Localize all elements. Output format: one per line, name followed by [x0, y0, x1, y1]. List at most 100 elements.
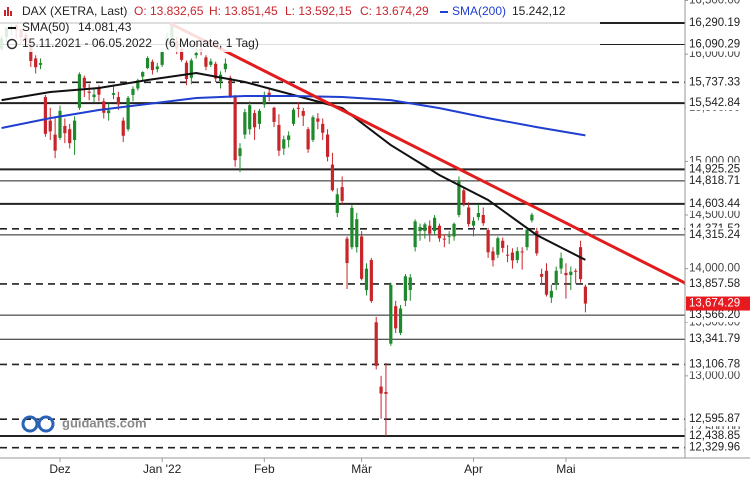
candle-body: [48, 120, 52, 132]
candle-body: [554, 270, 558, 285]
level-label-bg: [686, 429, 750, 444]
legend-value: 15.242,12: [512, 4, 566, 18]
level-label-bg: [686, 412, 750, 427]
candle-body: [345, 238, 349, 264]
candle-body: [204, 57, 208, 67]
candle-body: [223, 63, 227, 70]
level-label: 12,329.96: [689, 442, 740, 454]
last-price-bg: [686, 296, 750, 311]
candle-body: [102, 101, 106, 113]
candle-body: [145, 58, 150, 69]
sma-line: [1, 71, 586, 261]
candle-body: [569, 271, 573, 276]
level-label: 14,925.25: [689, 163, 740, 175]
candle-body: [437, 225, 442, 239]
candle-body: [578, 247, 583, 280]
candle-body: [423, 224, 427, 232]
sma-line: [1, 95, 586, 137]
y-tick-label: 16,500.00: [689, 0, 740, 7]
level-label: 14,315.24: [689, 229, 741, 241]
level-label: 16,090.29: [689, 39, 740, 51]
logo: [37, 415, 55, 433]
candle-body: [87, 91, 91, 93]
candle-body: [43, 97, 47, 134]
candle-body: [184, 62, 189, 80]
trendline: [168, 21, 686, 285]
level-label: 16,290.19: [689, 17, 740, 29]
candle-body: [549, 290, 553, 298]
candle-body: [457, 180, 461, 216]
candle-body: [530, 214, 534, 221]
level-label-bg: [686, 173, 750, 188]
candle-body: [72, 120, 77, 140]
candle-body: [155, 66, 159, 70]
candle-body: [34, 58, 38, 68]
candle-body: [267, 92, 271, 96]
period-note: (6 Monate, 1 Tag): [165, 36, 259, 50]
level-label-bg: [686, 196, 750, 211]
candle-body: [544, 270, 549, 295]
level-label: 13,106.78: [689, 358, 740, 370]
x-tick-label: Mai: [556, 462, 575, 476]
candle-body: [574, 270, 578, 272]
candle-body: [243, 112, 247, 135]
candle-body: [77, 74, 82, 108]
candle-body: [360, 236, 364, 279]
level-label: 14,603.44: [689, 198, 741, 210]
candle-body: [515, 251, 519, 261]
price-axis: 16,500.0016,000.0015,500.0015,000.0014,5…: [684, 0, 750, 458]
ohlc: H: 13.851,45: [209, 4, 278, 18]
candle-body: [116, 97, 120, 105]
candle-body: [340, 187, 344, 201]
candle-body: [471, 220, 476, 226]
y-tick-label: 14,000.00: [689, 263, 740, 275]
level-label-bg: [686, 227, 750, 242]
candle-body: [53, 134, 57, 151]
candle-body: [287, 135, 291, 140]
level-label-bg: [686, 16, 750, 31]
candle-body: [257, 110, 262, 124]
level-label-bg: [686, 96, 750, 111]
legend-label: SMA(200): [452, 4, 506, 18]
level-label: 12,595.87: [689, 413, 740, 425]
candle-body: [418, 227, 422, 232]
candle-body: [379, 386, 383, 394]
plot-area: [0, 21, 686, 449]
ohlc: O: 13.832,65: [134, 4, 204, 18]
candle-body: [442, 238, 446, 240]
level-label: 14,818.71: [689, 175, 740, 187]
candle-body: [141, 72, 145, 77]
level-label: 15,737.33: [689, 76, 740, 88]
candle-body: [180, 48, 184, 60]
x-tick-label: Mär: [351, 462, 372, 476]
candle-body: [452, 223, 456, 237]
level-label: 13,566.20: [689, 309, 740, 321]
icon: [6, 38, 18, 50]
candle-body: [491, 251, 495, 261]
level-label: 13,341.79: [689, 333, 740, 345]
candle-body: [238, 148, 242, 157]
candle-body: [462, 190, 466, 204]
candle-body: [233, 97, 237, 161]
candle-body: [403, 276, 408, 301]
candle-body: [82, 77, 86, 88]
level-label: 13,857.58: [689, 278, 740, 290]
legend-label: SMA(50): [22, 20, 69, 34]
ohlc: L: 13.592,15: [285, 4, 352, 18]
candle-body: [350, 207, 354, 248]
candle-body: [428, 225, 432, 234]
candle-body: [364, 268, 369, 291]
candle-body: [126, 97, 130, 130]
candle-body: [194, 53, 198, 56]
level-label-bg: [686, 276, 750, 291]
candle-body: [389, 284, 393, 344]
candle-body: [394, 306, 398, 329]
ohlc: C: 13.674,29: [360, 4, 429, 18]
candle-body: [291, 109, 296, 124]
candle-body: [398, 308, 403, 333]
level-label: 12,438.85: [689, 430, 740, 442]
x-tick-label: Dez: [49, 462, 70, 476]
level-label-bg: [686, 75, 750, 90]
